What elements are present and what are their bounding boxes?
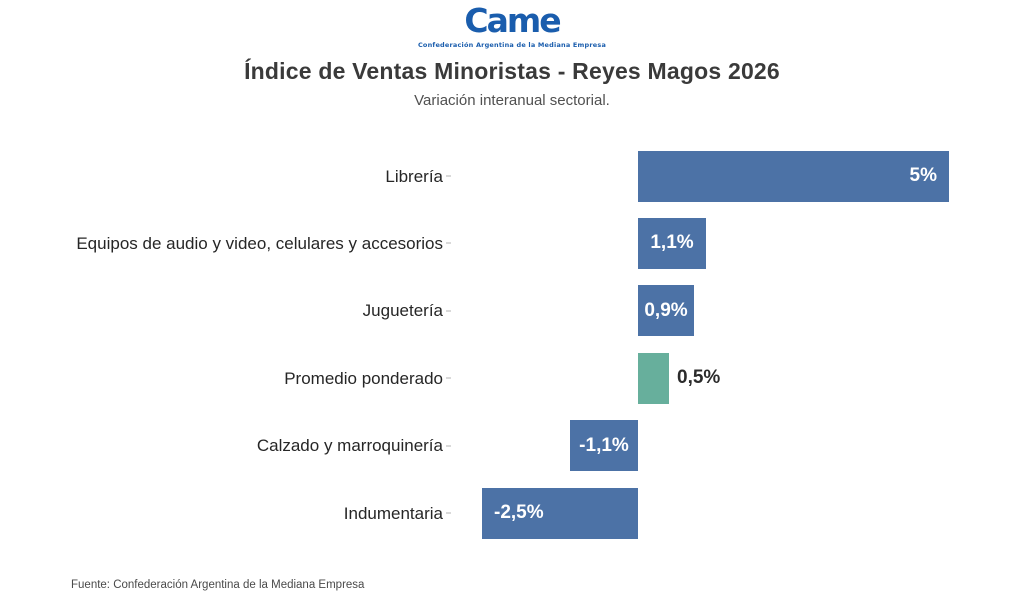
- category-label: Calzado y marroquinería: [256, 436, 443, 456]
- bar: [638, 352, 669, 404]
- axis-tick: [446, 242, 451, 245]
- page-title: Índice de Ventas Minoristas - Reyes Mago…: [244, 58, 780, 84]
- value-label: 0,9%: [644, 299, 688, 321]
- came-logo-wordmark: Came: [464, 1, 561, 40]
- came-logo: Came Confederación Argentina de la Media…: [0, 1, 1024, 50]
- category-label: Indumentaria: [343, 503, 443, 523]
- value-label: -2,5%: [494, 502, 544, 523]
- value-label: 1,1%: [650, 232, 694, 254]
- axis-tick: [446, 377, 451, 380]
- bar: -2,5%: [482, 487, 638, 539]
- axis-tick: [446, 175, 451, 177]
- value-label: -1,1%: [579, 434, 629, 456]
- page-subtitle: Variación interanual sectorial.: [414, 92, 610, 109]
- value-label: 0,5%: [677, 367, 721, 389]
- category-label: Equipos de audio y video, celulares y ac…: [76, 233, 443, 253]
- bar: 0,9%: [638, 285, 694, 337]
- category-label: Promedio ponderado: [284, 368, 443, 388]
- axis-tick: [446, 444, 451, 447]
- source-note: Fuente: Confederación Argentina de la Me…: [71, 579, 365, 591]
- axis-tick: [446, 309, 451, 312]
- bar: 5%: [638, 150, 949, 202]
- axis-tick: [446, 512, 451, 514]
- category-label: Librería: [385, 166, 443, 186]
- category-label: Juguetería: [362, 301, 443, 321]
- bar: 1,1%: [638, 217, 706, 269]
- value-label: 5%: [909, 165, 937, 186]
- bar: -1,1%: [570, 420, 638, 472]
- came-logo-tagline: Confederación Argentina de la Mediana Em…: [417, 41, 607, 49]
